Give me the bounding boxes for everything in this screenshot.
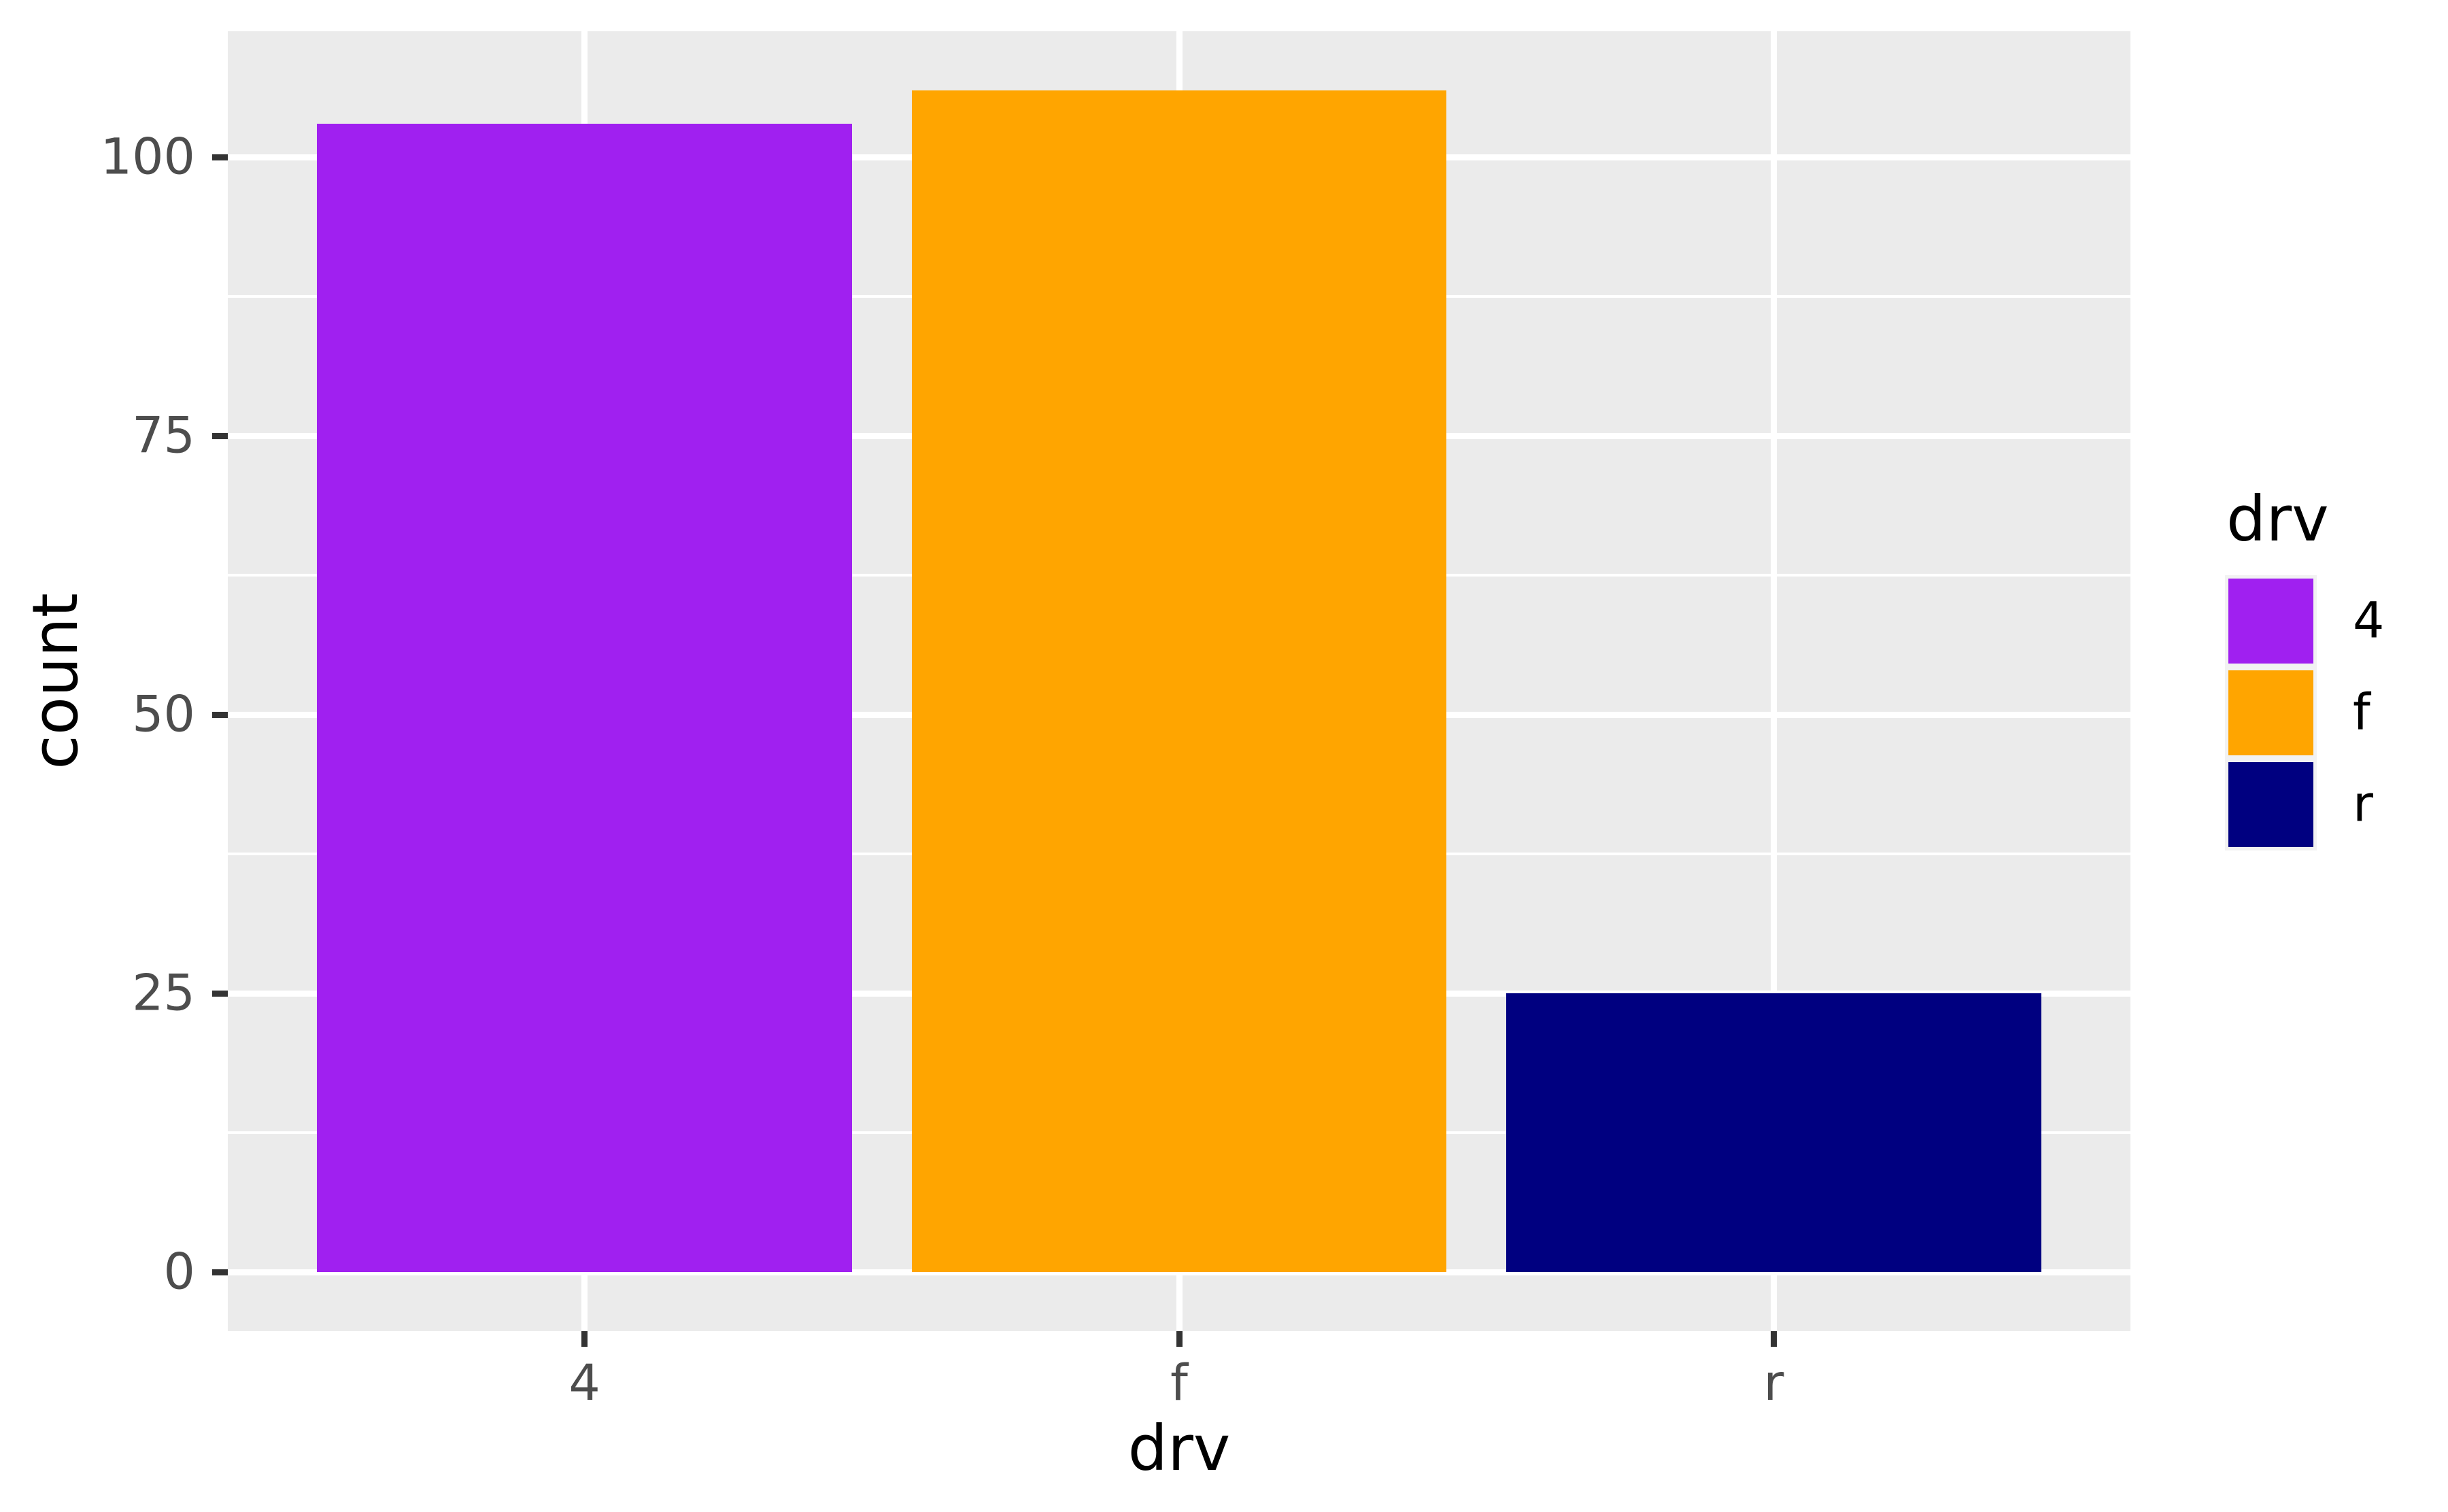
bar-r — [1506, 993, 2041, 1273]
y-tick-mark — [212, 1269, 228, 1275]
x-tick-label: 4 — [568, 1354, 600, 1412]
legend-key — [2225, 759, 2317, 850]
y-tick-mark — [212, 711, 228, 718]
y-tick-label: 0 — [163, 1243, 195, 1301]
legend-label: 4 — [2353, 591, 2385, 650]
legend-label: f — [2353, 683, 2370, 742]
legend-title: drv — [2226, 483, 2329, 555]
y-tick-label: 25 — [132, 964, 195, 1023]
y-tick-mark — [212, 432, 228, 439]
y-tick-mark — [212, 990, 228, 997]
x-tick-mark — [1770, 1331, 1777, 1347]
x-tick-mark — [1176, 1331, 1183, 1347]
category-gridline — [1770, 31, 1777, 1331]
legend-label: r — [2353, 775, 2374, 834]
bar-4 — [317, 124, 853, 1273]
y-tick-mark — [212, 154, 228, 160]
legend-key — [2225, 575, 2317, 667]
y-tick-label: 50 — [132, 685, 195, 744]
y-axis-title: count — [19, 593, 92, 770]
legend-key — [2225, 667, 2317, 759]
y-tick-label: 75 — [132, 407, 195, 465]
legend-swatch-4 — [2228, 579, 2313, 664]
x-tick-mark — [581, 1331, 588, 1347]
x-tick-label: r — [1763, 1354, 1784, 1412]
legend-swatch-r — [2228, 762, 2313, 847]
x-tick-label: f — [1170, 1354, 1188, 1412]
x-axis-title: drv — [1127, 1412, 1231, 1485]
bar-f — [911, 90, 1447, 1273]
legend-swatch-f — [2228, 670, 2313, 755]
y-tick-label: 100 — [100, 128, 195, 186]
plot-panel — [228, 31, 2130, 1331]
